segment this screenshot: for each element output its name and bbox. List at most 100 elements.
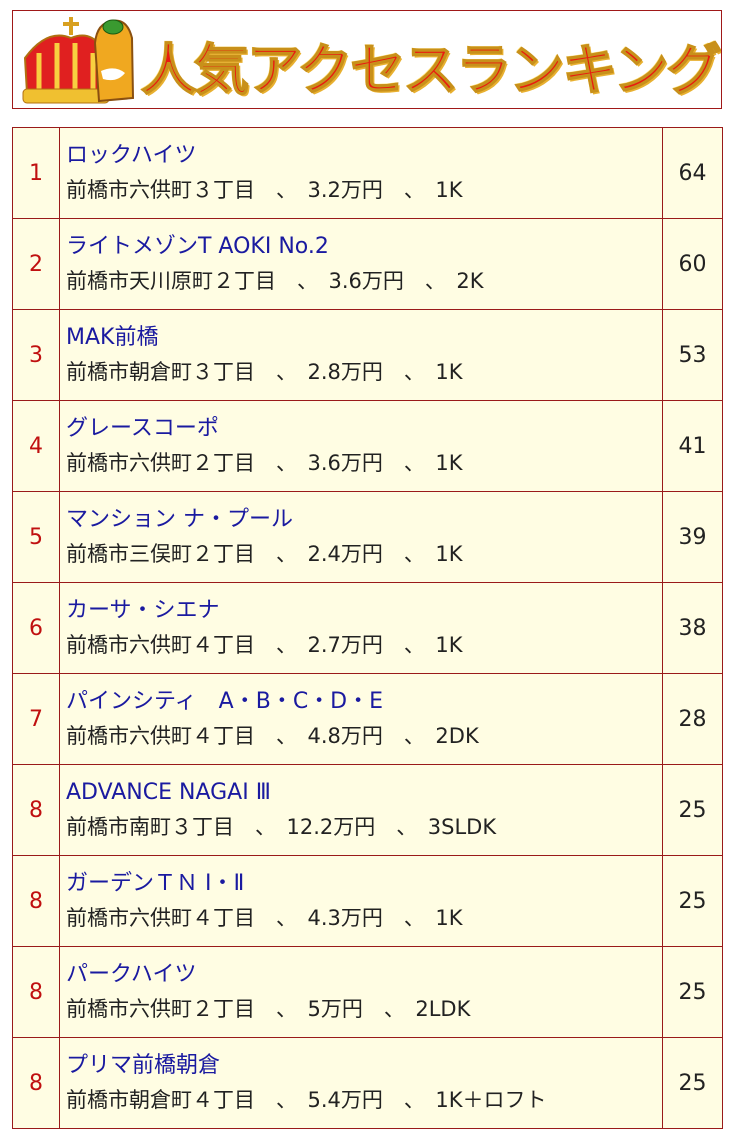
property-name-link[interactable]: ADVANCE NAGAI Ⅲ bbox=[66, 780, 271, 805]
separator: 、 bbox=[382, 451, 436, 475]
property-name-link[interactable]: ロックハイツ bbox=[66, 143, 197, 168]
property-info: パインシティ A・B・C・D・E 前橋市六供町４丁目 、 4.8万円 、 2DK bbox=[59, 673, 663, 765]
property-name-link[interactable]: ライトメゾンT AOKI No.2 bbox=[66, 234, 329, 259]
separator: 、 bbox=[382, 542, 436, 566]
property-name-link[interactable]: マンション ナ・プール bbox=[66, 507, 293, 532]
property-address: 前橋市六供町４丁目 bbox=[66, 906, 255, 930]
property-price: 12.2万円 bbox=[286, 815, 376, 839]
rank-number: 1 bbox=[12, 127, 60, 219]
property-name-link[interactable]: ガーデンＴＮ Ⅰ・Ⅱ bbox=[66, 871, 245, 896]
property-info: ガーデンＴＮ Ⅰ・Ⅱ 前橋市六供町４丁目 、 4.3万円 、 1K bbox=[59, 855, 663, 947]
property-address: 前橋市三俣町２丁目 bbox=[66, 542, 255, 566]
rank-number: 8 bbox=[12, 1037, 60, 1129]
property-info: グレースコーポ 前橋市六供町２丁目 、 3.6万円 、 1K bbox=[59, 400, 663, 492]
rank-number: 5 bbox=[12, 491, 60, 583]
separator: 、 bbox=[255, 178, 308, 202]
property-address: 前橋市六供町４丁目 bbox=[66, 633, 255, 657]
separator: 、 bbox=[276, 269, 329, 293]
property-address: 前橋市朝倉町４丁目 bbox=[66, 1088, 255, 1112]
property-layout: 1K bbox=[435, 906, 463, 930]
property-price: 2.8万円 bbox=[307, 360, 383, 384]
separator: 、 bbox=[255, 1088, 308, 1112]
ranking-row: 8 ガーデンＴＮ Ⅰ・Ⅱ 前橋市六供町４丁目 、 4.3万円 、 1K 25 bbox=[12, 855, 723, 947]
property-name-link[interactable]: パークハイツ bbox=[66, 962, 197, 987]
access-count: 60 bbox=[662, 218, 723, 310]
ranking-table: 1 ロックハイツ 前橋市六供町３丁目 、 3.2万円 、 1K 64 2 ライトメ… bbox=[12, 127, 723, 1129]
ranking-row: 1 ロックハイツ 前橋市六供町３丁目 、 3.2万円 、 1K 64 bbox=[12, 127, 723, 219]
separator: 、 bbox=[382, 906, 436, 930]
ranking-row: 4 グレースコーポ 前橋市六供町２丁目 、 3.6万円 、 1K 41 bbox=[12, 400, 723, 492]
ranking-row: 2 ライトメゾンT AOKI No.2 前橋市天川原町２丁目 、 3.6万円 、… bbox=[12, 218, 723, 310]
separator: 、 bbox=[382, 724, 436, 748]
ranking-row: 5 マンション ナ・プール 前橋市三俣町２丁目 、 2.4万円 、 1K 39 bbox=[12, 491, 723, 583]
property-name-link[interactable]: パインシティ A・B・C・D・E bbox=[66, 689, 384, 714]
separator: 、 bbox=[375, 815, 428, 839]
property-name-link[interactable]: カーサ・シエナ bbox=[66, 598, 220, 623]
property-address: 前橋市六供町３丁目 bbox=[66, 178, 255, 202]
access-count: 41 bbox=[662, 400, 723, 492]
property-name-link[interactable]: プリマ前橋朝倉 bbox=[66, 1053, 221, 1078]
property-layout: 2DK bbox=[435, 724, 479, 748]
property-layout: 2K bbox=[456, 269, 484, 293]
property-address: 前橋市朝倉町３丁目 bbox=[66, 360, 255, 384]
rank-number: 8 bbox=[12, 855, 60, 947]
access-count: 38 bbox=[662, 582, 723, 674]
access-count: 25 bbox=[662, 764, 723, 856]
property-info: プリマ前橋朝倉 前橋市朝倉町４丁目 、 5.4万円 、 1K＋ロフト bbox=[59, 1037, 663, 1129]
property-address: 前橋市天川原町２丁目 bbox=[66, 269, 276, 293]
separator: 、 bbox=[255, 360, 308, 384]
rank-number: 7 bbox=[12, 673, 60, 765]
access-count: 53 bbox=[662, 309, 723, 401]
property-price: 3.6万円 bbox=[328, 269, 404, 293]
property-price: 3.2万円 bbox=[307, 178, 383, 202]
ranking-row: 8 パークハイツ 前橋市六供町２丁目 、 5万円 、 2LDK 25 bbox=[12, 946, 723, 1038]
separator: 、 bbox=[382, 1088, 436, 1112]
ranking-row: 8 ADVANCE NAGAI Ⅲ 前橋市南町３丁目 、 12.2万円 、 3S… bbox=[12, 764, 723, 856]
access-count: 28 bbox=[662, 673, 723, 765]
property-info: ライトメゾンT AOKI No.2 前橋市天川原町２丁目 、 3.6万円 、 2… bbox=[59, 218, 663, 310]
property-price: 5.4万円 bbox=[307, 1088, 383, 1112]
property-price: 4.3万円 bbox=[307, 906, 383, 930]
separator: 、 bbox=[255, 542, 308, 566]
access-count: 39 bbox=[662, 491, 723, 583]
property-info: パークハイツ 前橋市六供町２丁目 、 5万円 、 2LDK bbox=[59, 946, 663, 1038]
access-count: 25 bbox=[662, 855, 723, 947]
property-price: 3.6万円 bbox=[307, 451, 383, 475]
access-count: 25 bbox=[662, 1037, 723, 1129]
property-layout: 1K＋ロフト bbox=[435, 1088, 547, 1112]
property-layout: 1K bbox=[435, 633, 463, 657]
property-info: ロックハイツ 前橋市六供町３丁目 、 3.2万円 、 1K bbox=[59, 127, 663, 219]
separator: 、 bbox=[255, 633, 308, 657]
separator: 、 bbox=[362, 997, 416, 1021]
separator: 、 bbox=[255, 906, 308, 930]
ranking-banner: 人気アクセスランキング bbox=[12, 10, 722, 109]
property-layout: 1K bbox=[435, 360, 463, 384]
separator: 、 bbox=[234, 815, 287, 839]
rank-number: 4 bbox=[12, 400, 60, 492]
property-address: 前橋市六供町２丁目 bbox=[66, 451, 255, 475]
property-price: 4.8万円 bbox=[307, 724, 383, 748]
separator: 、 bbox=[382, 178, 436, 202]
property-layout: 1K bbox=[435, 178, 463, 202]
property-info: マンション ナ・プール 前橋市三俣町２丁目 、 2.4万円 、 1K bbox=[59, 491, 663, 583]
separator: 、 bbox=[255, 997, 308, 1021]
property-name-link[interactable]: グレースコーポ bbox=[66, 416, 219, 441]
property-name-link[interactable]: MAK前橋 bbox=[66, 325, 159, 350]
ranking-row: 7 パインシティ A・B・C・D・E 前橋市六供町４丁目 、 4.8万円 、 2… bbox=[12, 673, 723, 765]
separator: 、 bbox=[255, 724, 308, 748]
separator: 、 bbox=[382, 360, 436, 384]
rank-number: 8 bbox=[12, 764, 60, 856]
property-layout: 1K bbox=[435, 542, 463, 566]
separator: 、 bbox=[255, 451, 308, 475]
property-price: 2.7万円 bbox=[307, 633, 383, 657]
property-info: カーサ・シエナ 前橋市六供町４丁目 、 2.7万円 、 1K bbox=[59, 582, 663, 674]
access-count: 64 bbox=[662, 127, 723, 219]
property-address: 前橋市六供町４丁目 bbox=[66, 724, 255, 748]
rank-number: 3 bbox=[12, 309, 60, 401]
property-price: 2.4万円 bbox=[307, 542, 383, 566]
property-info: MAK前橋 前橋市朝倉町３丁目 、 2.8万円 、 1K bbox=[59, 309, 663, 401]
access-count: 25 bbox=[662, 946, 723, 1038]
property-address: 前橋市南町３丁目 bbox=[66, 815, 234, 839]
property-info: ADVANCE NAGAI Ⅲ 前橋市南町３丁目 、 12.2万円 、 3SLD… bbox=[59, 764, 663, 856]
property-price: 5万円 bbox=[307, 997, 363, 1021]
